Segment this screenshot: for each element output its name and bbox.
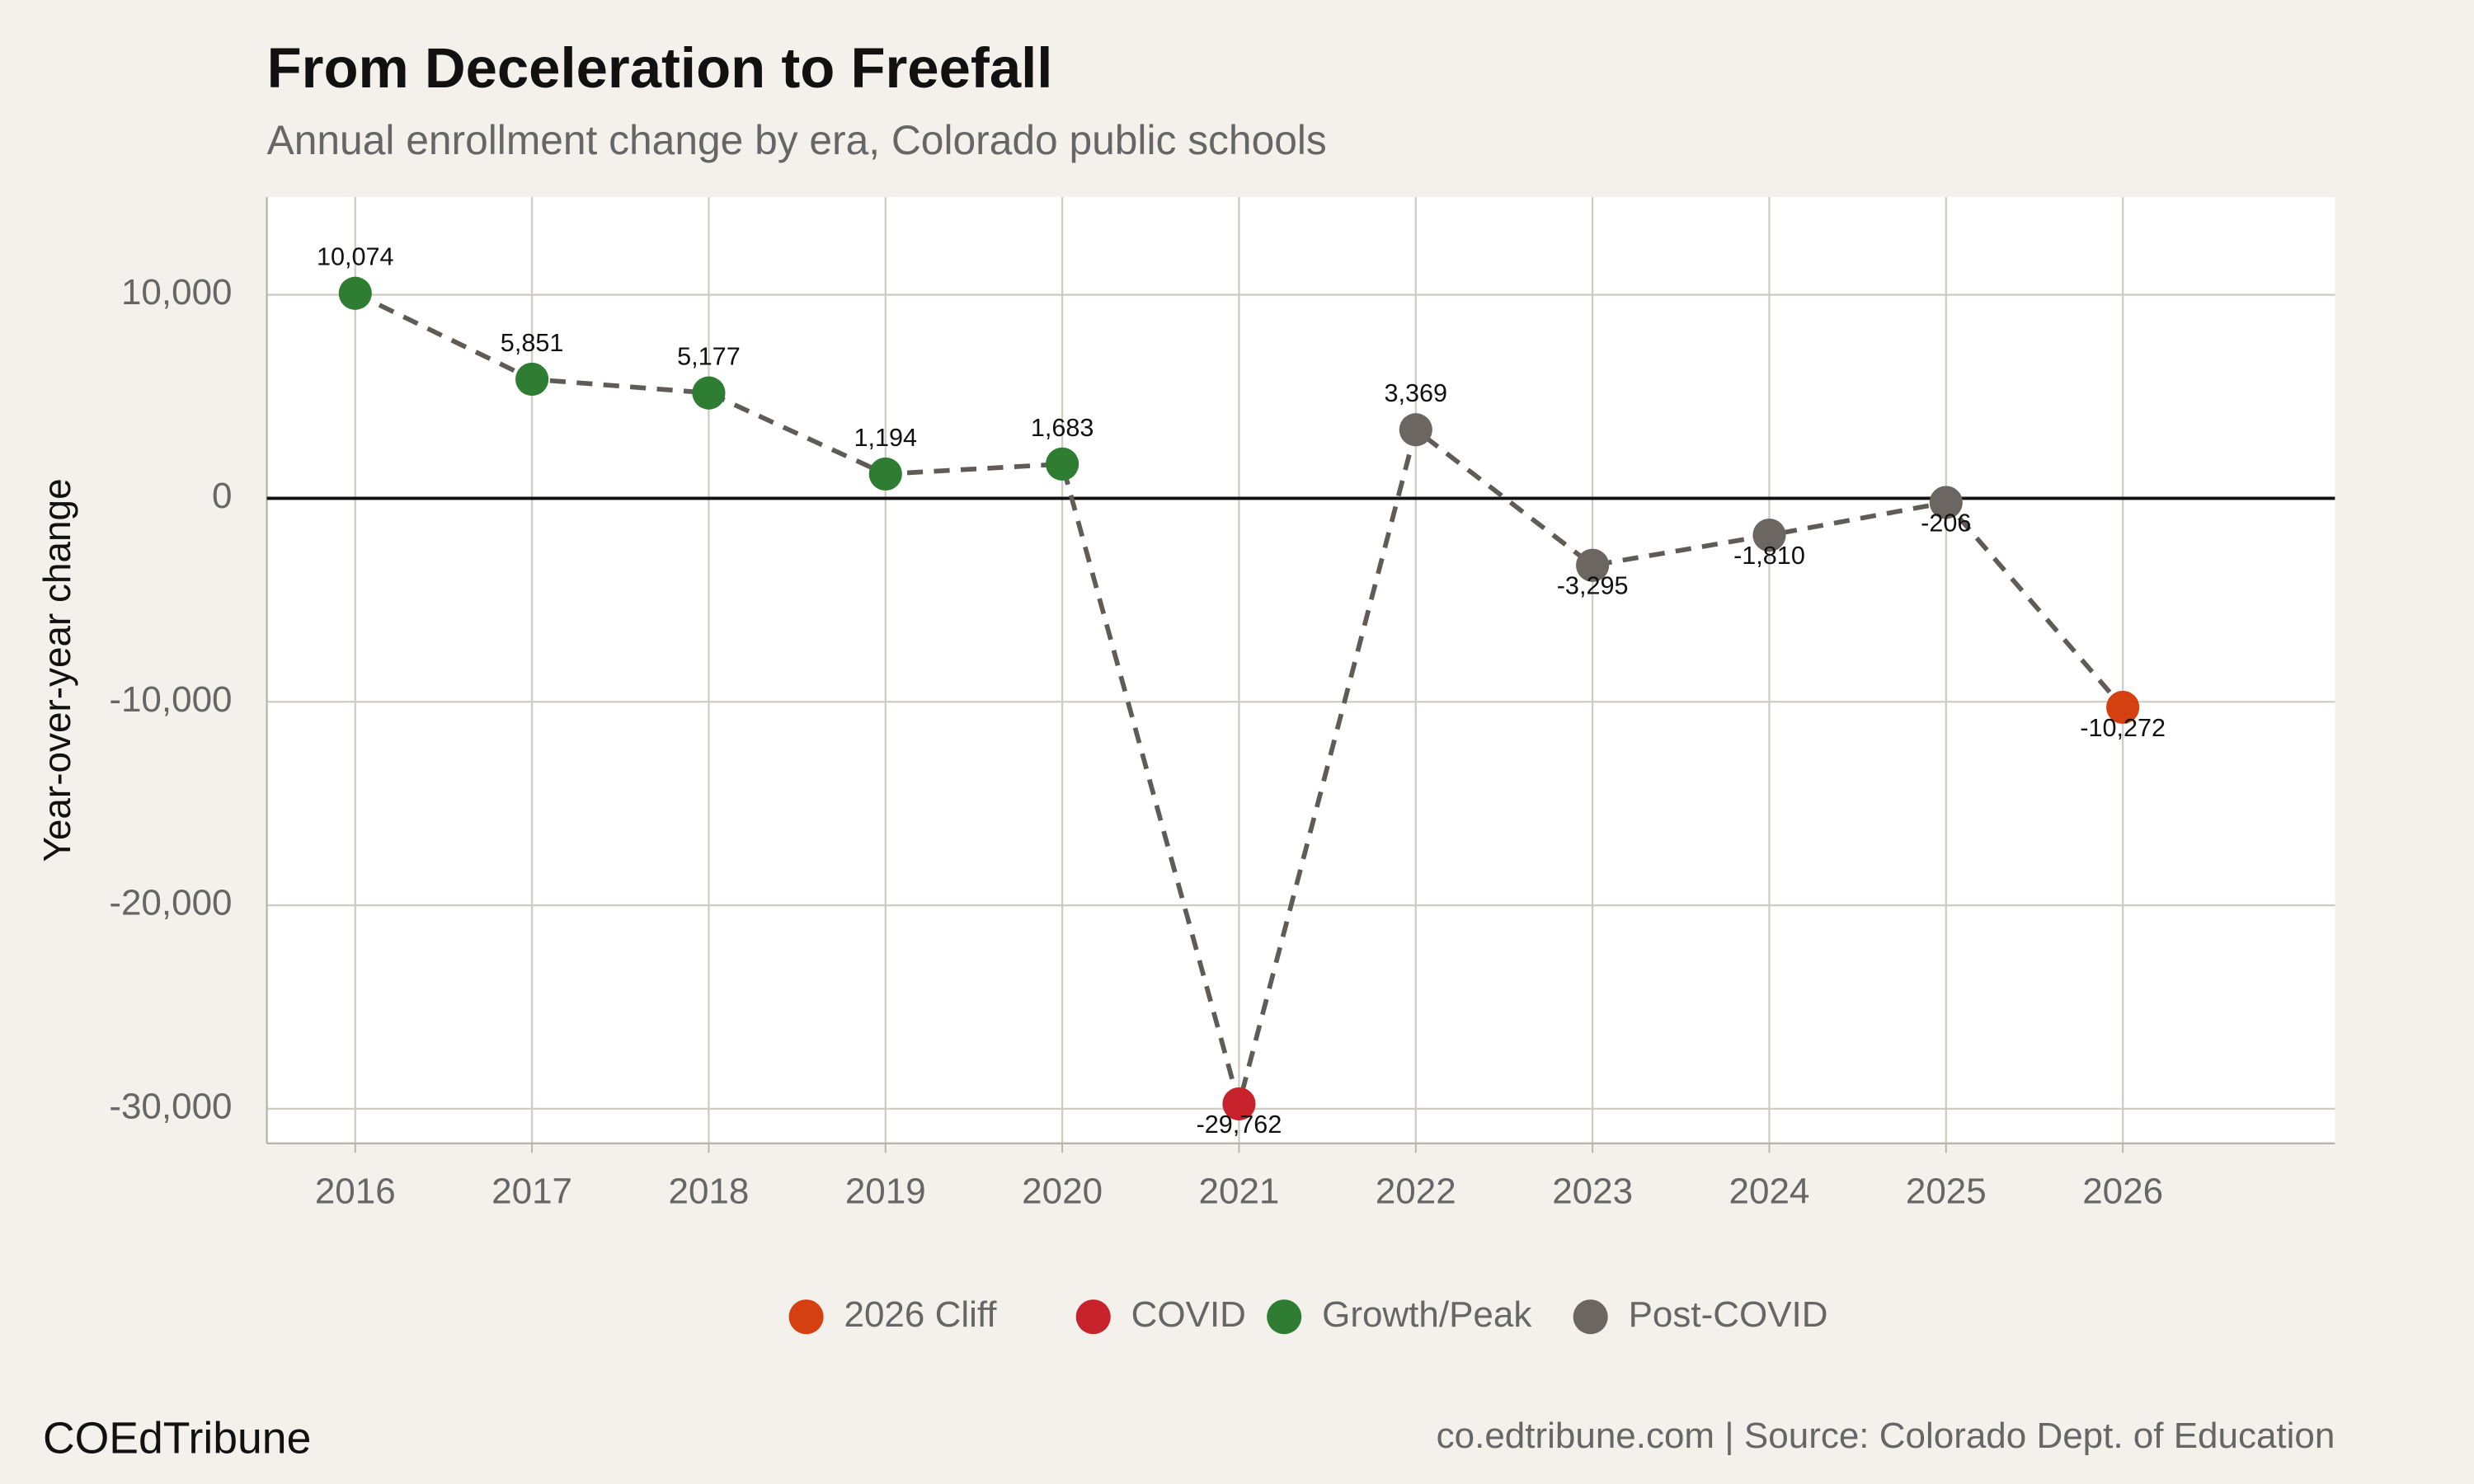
data-point [1576,548,1610,582]
data-point [515,362,549,397]
data-point [1399,413,1432,447]
x-tick-label: 2024 [1729,1172,1810,1212]
x-tick-label: 2020 [1022,1172,1103,1212]
data-label: -3,295 [1557,572,1629,600]
legend-label: 2026 Cliff [844,1294,998,1335]
x-tick-label: 2023 [1552,1172,1633,1212]
data-label: 5,177 [677,343,741,371]
x-tick-label: 2019 [845,1172,926,1212]
data-point [868,457,902,491]
data-label: -29,762 [1197,1111,1282,1139]
data-label: -10,272 [2080,714,2166,742]
grid: 10,000 0 -10,000 -20,000 -30,000 2016 2017 2018… [109,197,2335,1212]
data-label: 1,683 [1031,414,1094,442]
x-tick-label: 2022 [1376,1172,1456,1212]
x-tick-label: 2018 [669,1172,750,1212]
x-tick-label: 2025 [1906,1172,1987,1212]
legend-label: Growth/Peak [1322,1294,1532,1335]
data-point [338,276,372,310]
x-tick-label: 2021 [1199,1172,1280,1212]
legend-swatch [1573,1299,1608,1335]
data-label: -1,810 [1733,542,1805,570]
data-point [2106,690,2140,725]
data-point [692,376,726,410]
y-tick-label: 0 [212,476,232,516]
data-label: 1,194 [854,424,917,452]
y-tick-label: -20,000 [109,883,232,923]
y-axis-label: Year-over-year change [35,478,78,862]
data-label: 10,074 [317,243,394,271]
y-tick-label: -10,000 [109,679,232,720]
legend-label: COVID [1131,1294,1246,1335]
data-point [1222,1087,1256,1121]
source: co.edtribune.com | Source: Colorado Dept… [1437,1416,2335,1456]
data-point [1046,447,1079,481]
data-point [1752,518,1786,552]
data-label: 5,851 [501,329,564,357]
legend-label: Post-COVID [1629,1294,1828,1335]
marks: 10,074 5,851 5,177 1,194 1,683 -29,762 3,369 -3… [317,243,2166,1139]
y-tick-label: -30,000 [109,1086,232,1126]
x-tick-label: 2026 [2082,1172,2163,1212]
chart-title: From Deceleration to Freefall [267,36,1053,100]
x-tick-label: 2017 [492,1172,572,1212]
data-point [1929,486,1963,519]
plot-panel [266,197,2335,1144]
legend-swatch [788,1299,824,1335]
data-label: -206 [1921,509,1971,537]
x-tick-label: 2016 [315,1172,396,1212]
legend: 2026 Cliff COVID Growth/Peak Post-COVID [788,1294,1828,1335]
y-tick-label: 10,000 [121,272,233,312]
data-label: 3,369 [1385,379,1448,407]
legend-swatch [1267,1299,1302,1335]
legend-swatch [1075,1299,1111,1335]
chart-subtitle: Annual enrollment change by era, Colorad… [267,117,1327,163]
brand: COEdTribune [43,1414,311,1463]
